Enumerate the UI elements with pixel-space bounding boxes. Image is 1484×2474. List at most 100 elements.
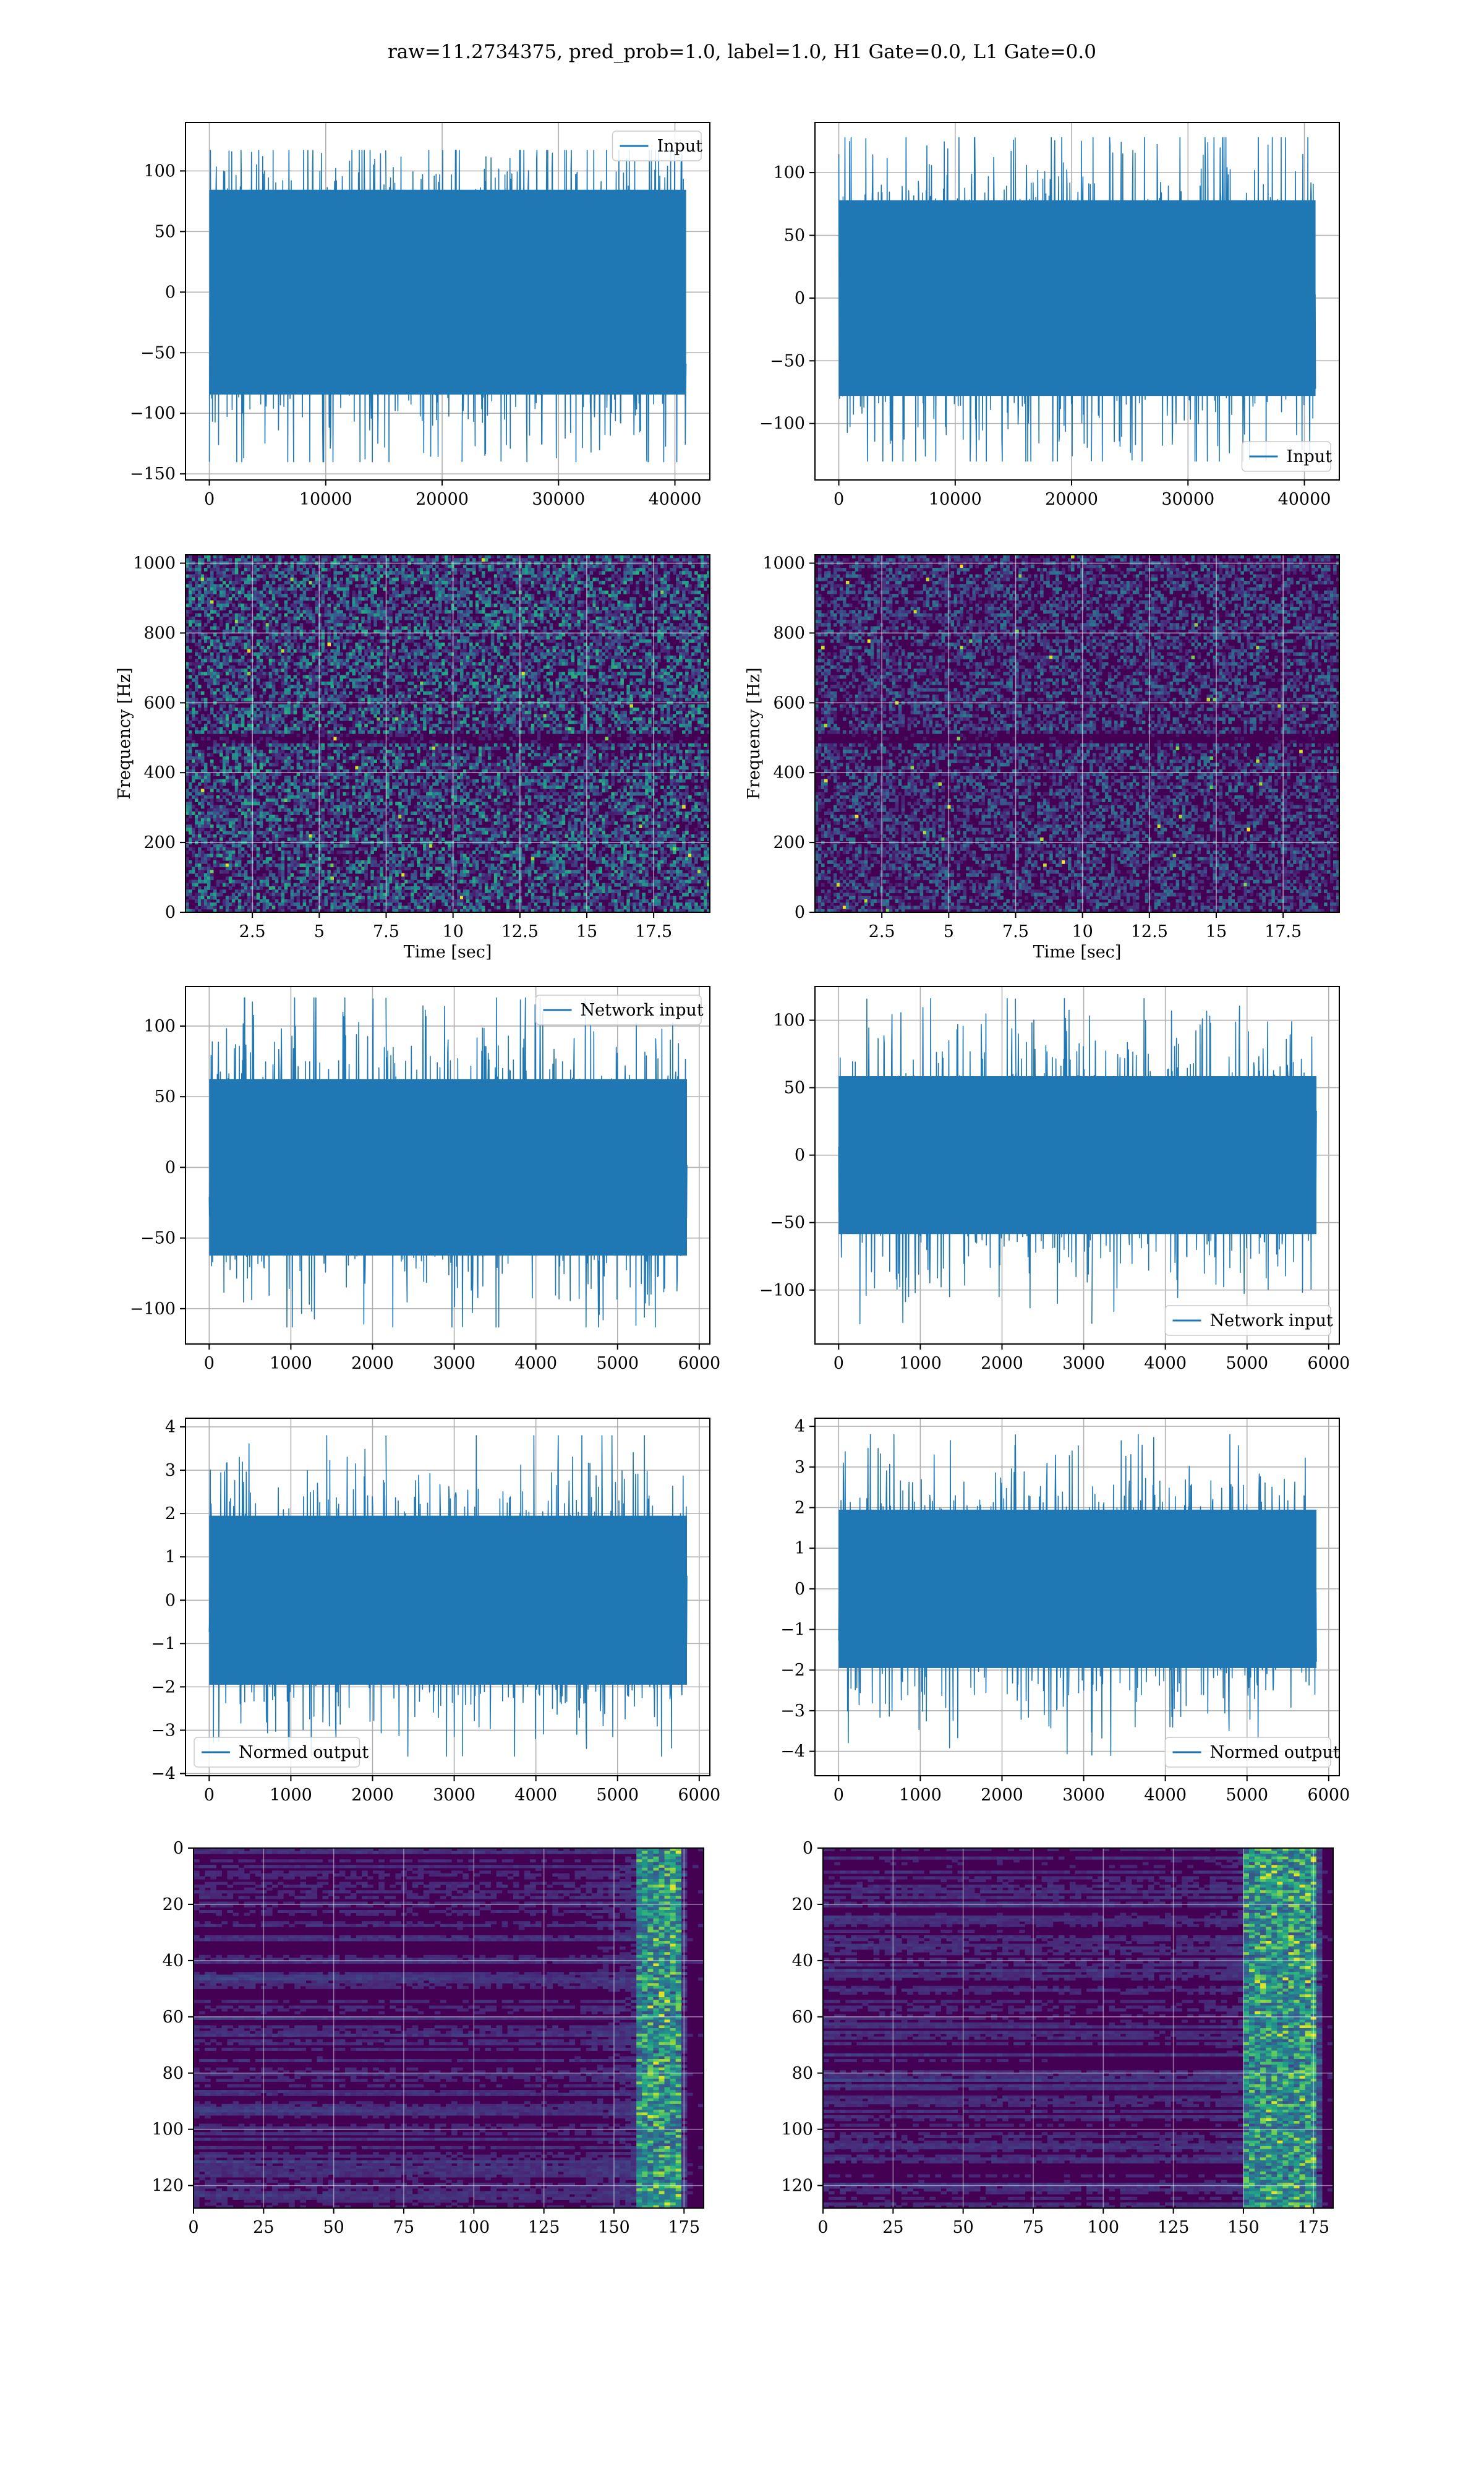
heatmap-cell (291, 578, 294, 581)
heatmap-cell (325, 588, 328, 591)
heatmap-cell (223, 588, 226, 591)
heatmap-cell (232, 604, 236, 607)
heatmap-cell (300, 821, 304, 825)
heatmap-cell (266, 876, 270, 880)
heatmap-cell (247, 756, 251, 760)
heatmap-cell (328, 588, 331, 591)
heatmap-cell (303, 662, 307, 666)
heatmap-cell (306, 834, 310, 838)
heatmap-cell (367, 795, 371, 799)
heatmap-cell (291, 565, 294, 568)
heatmap-cell (297, 698, 301, 701)
heatmap-cell (367, 811, 371, 815)
heatmap-cell (411, 610, 414, 614)
heatmap-cell (223, 831, 226, 835)
heatmap-cell (213, 672, 217, 675)
heatmap-cell (192, 795, 195, 799)
heatmap-cell (315, 811, 319, 815)
heatmap-cell (389, 789, 393, 792)
heatmap-cell (333, 730, 337, 734)
heatmap-cell (284, 659, 288, 662)
heatmap-cell (355, 837, 359, 841)
heatmap-cell (325, 896, 328, 900)
heatmap-cell (318, 678, 322, 682)
heatmap-cell (343, 821, 346, 825)
heatmap-cell (229, 591, 232, 594)
heatmap-cell (361, 691, 365, 695)
heatmap-cell (278, 886, 282, 890)
heatmap-cell (216, 730, 220, 734)
heatmap-cell (300, 558, 304, 562)
heatmap-cell (244, 870, 248, 874)
heatmap-cell (210, 824, 214, 828)
heatmap-cell (411, 792, 414, 796)
heatmap-cell (398, 831, 402, 835)
heatmap-cell (260, 714, 263, 718)
heatmap-cell (272, 604, 276, 607)
heatmap-cell (226, 656, 229, 659)
heatmap-cell (315, 906, 319, 910)
heatmap-cell (232, 627, 236, 630)
heatmap-cell (411, 753, 414, 757)
heatmap-cell (392, 760, 396, 763)
heatmap-cell (201, 750, 205, 753)
heatmap-cell (309, 821, 313, 825)
heatmap-cell (223, 636, 226, 640)
heatmap-cell (220, 747, 223, 750)
heatmap-cell (377, 581, 380, 584)
heatmap-cell (244, 653, 248, 656)
heatmap-cell (395, 854, 399, 857)
heatmap-cell (401, 883, 405, 887)
heatmap-cell (343, 893, 346, 897)
heatmap-cell (216, 750, 220, 753)
heatmap-cell (189, 656, 192, 659)
heatmap-cell (288, 617, 291, 620)
heatmap-cell (238, 594, 242, 597)
heatmap-cell (216, 640, 220, 643)
heatmap-cell (210, 627, 214, 630)
heatmap-cell (328, 824, 331, 828)
heatmap-cell (407, 844, 411, 848)
heatmap-cell (284, 591, 288, 594)
heatmap-cell (358, 666, 362, 669)
heatmap-cell (232, 675, 236, 678)
heatmap-cell (226, 653, 229, 656)
heatmap-cell (198, 721, 202, 724)
heatmap-cell (303, 792, 307, 796)
heatmap-cell (330, 730, 334, 734)
heatmap-cell (355, 604, 359, 607)
heatmap-cell (358, 682, 362, 685)
heatmap-cell (352, 614, 356, 617)
heatmap-cell (189, 584, 192, 588)
heatmap-cell (407, 747, 411, 750)
heatmap-cell (189, 698, 192, 701)
heatmap-cell (294, 795, 297, 799)
heatmap-cell (278, 870, 282, 874)
heatmap-cell (232, 756, 236, 760)
heatmap-cell (306, 795, 310, 799)
heatmap-cell (220, 714, 223, 718)
heatmap-cell (288, 708, 291, 711)
heatmap-cell (220, 604, 223, 607)
heatmap-cell (192, 886, 195, 890)
heatmap-cell (288, 610, 291, 614)
heatmap-cell (223, 844, 226, 848)
heatmap-cell (192, 763, 195, 766)
heatmap-cell (195, 743, 198, 747)
heatmap-cell (226, 627, 229, 630)
heatmap-cell (330, 847, 334, 851)
heatmap-cell (198, 782, 202, 786)
heatmap-cell (269, 627, 273, 630)
heatmap-cell (377, 818, 380, 822)
heatmap-cell (380, 691, 383, 695)
heatmap-cell (272, 588, 276, 591)
heatmap-cell (297, 863, 301, 867)
heatmap-cell (297, 811, 301, 815)
heatmap-cell (238, 821, 242, 825)
x-tick-label: 40000 (649, 490, 702, 509)
heatmap-cell (339, 867, 343, 870)
heatmap-cell (312, 575, 316, 578)
heatmap-cell (260, 640, 263, 643)
heatmap-cell (312, 756, 316, 760)
heatmap-cell (389, 617, 393, 620)
